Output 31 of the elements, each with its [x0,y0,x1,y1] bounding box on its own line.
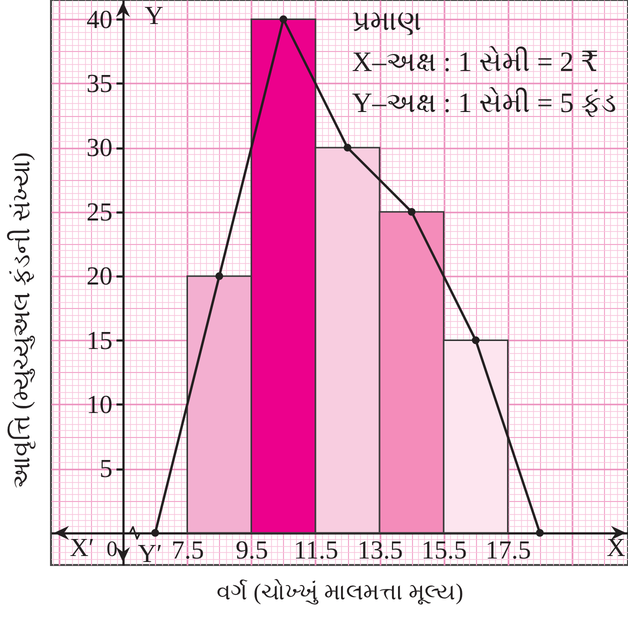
point [408,208,416,216]
annotation: X [606,532,626,562]
point [344,144,352,152]
point [280,15,288,24]
y-axis-title: આવૃત્તિ (મ્યુચ્યુઅલ ફંડની સંખ્યા) [8,152,36,489]
annotation: Y′ [138,538,162,568]
x-tick-label: 9.5 [236,535,268,564]
y-tick-label: 35 [86,68,112,98]
annotation: Y [144,1,164,30]
annotation: 0 [106,536,118,561]
y-tick-label: 20 [86,262,112,291]
y-tick-label: 5 [100,454,112,484]
annotation: Y–અક્ષ : 1 સેમી = 5 ફંડ [352,87,616,119]
point [472,336,480,344]
point [151,529,160,537]
x-tick-label: 15.5 [421,535,467,564]
x-axis-title: વર્ગ (ચોખ્ખું માલમત્તા મૂલ્ય) [216,578,464,604]
y-tick-label: 40 [86,4,112,34]
y-tick-label: 25 [86,197,112,226]
annotation: પ્રમાણ [352,6,421,37]
y-tick-label: 15 [86,326,112,355]
x-tick-label: 17.5 [486,535,532,564]
x-tick-label: 13.5 [357,535,403,564]
y-tick-label: 10 [86,390,112,419]
annotation: X–અક્ષ : 1 સેમી = 2 ₹ [352,46,599,78]
x-tick-label: 7.5 [171,535,204,564]
annotation: X′ [70,532,94,562]
x-tick-label: 11.5 [294,535,338,564]
y-tick-label: 30 [86,133,112,162]
point [536,529,544,537]
point [215,272,224,280]
